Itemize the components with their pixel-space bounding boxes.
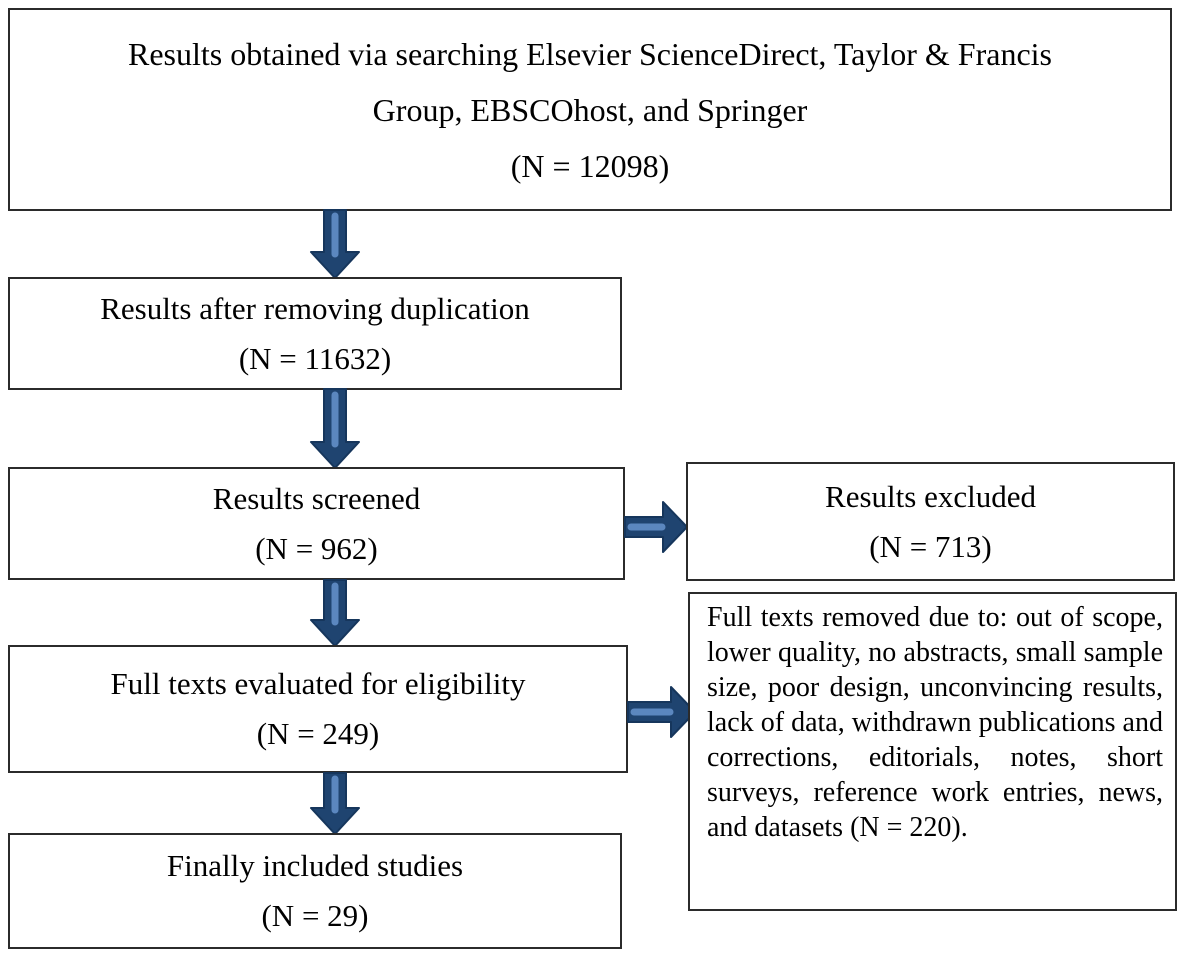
flow-box-finally-included-count: (N = 29) <box>261 898 369 933</box>
arrow-down-4-icon <box>310 772 360 835</box>
flow-box-fulltext-evaluated-count: (N = 249) <box>256 716 380 751</box>
side-box-fulltext-removed-reasons: Full texts removed due to: out of scope,… <box>688 592 1177 911</box>
side-box-results-excluded: Results excluded (N = 713) <box>686 462 1175 581</box>
flow-box-screened-count: (N = 962) <box>255 530 378 566</box>
arrow-down-3-icon <box>310 579 360 647</box>
flow-box-screened: Results screened (N = 962) <box>8 467 625 580</box>
side-box-results-excluded-count: (N = 713) <box>869 528 992 564</box>
flow-box-screened-label: Results screened <box>212 480 421 516</box>
flow-box-after-duplication-count: (N = 11632) <box>238 340 392 376</box>
flow-box-finally-included-label: Finally included studies <box>166 848 464 883</box>
arrow-down-1-icon <box>310 209 360 279</box>
flow-box-finally-included: Finally included studies (N = 29) <box>8 833 622 949</box>
flow-box-search-results-count: (N = 12098) <box>510 147 670 184</box>
arrow-down-2-icon <box>310 388 360 469</box>
flow-box-fulltext-evaluated-label: Full texts evaluated for eligibility <box>110 666 526 701</box>
flow-box-after-duplication-label: Results after removing duplication <box>100 290 530 326</box>
flow-box-search-results-label: Results obtained via searching Elsevier … <box>128 35 1052 128</box>
flow-box-after-duplication: Results after removing duplication (N = … <box>8 277 622 390</box>
flow-box-search-results: Results obtained via searching Elsevier … <box>8 8 1172 211</box>
arrow-right-excluded-icon <box>624 501 688 553</box>
arrow-right-removed-icon <box>627 686 696 738</box>
flow-box-fulltext-evaluated: Full texts evaluated for eligibility (N … <box>8 645 628 773</box>
side-box-results-excluded-label: Results excluded <box>825 478 1036 514</box>
side-box-fulltext-removed-reasons-text: Full texts removed due to: out of scope,… <box>707 602 1163 843</box>
